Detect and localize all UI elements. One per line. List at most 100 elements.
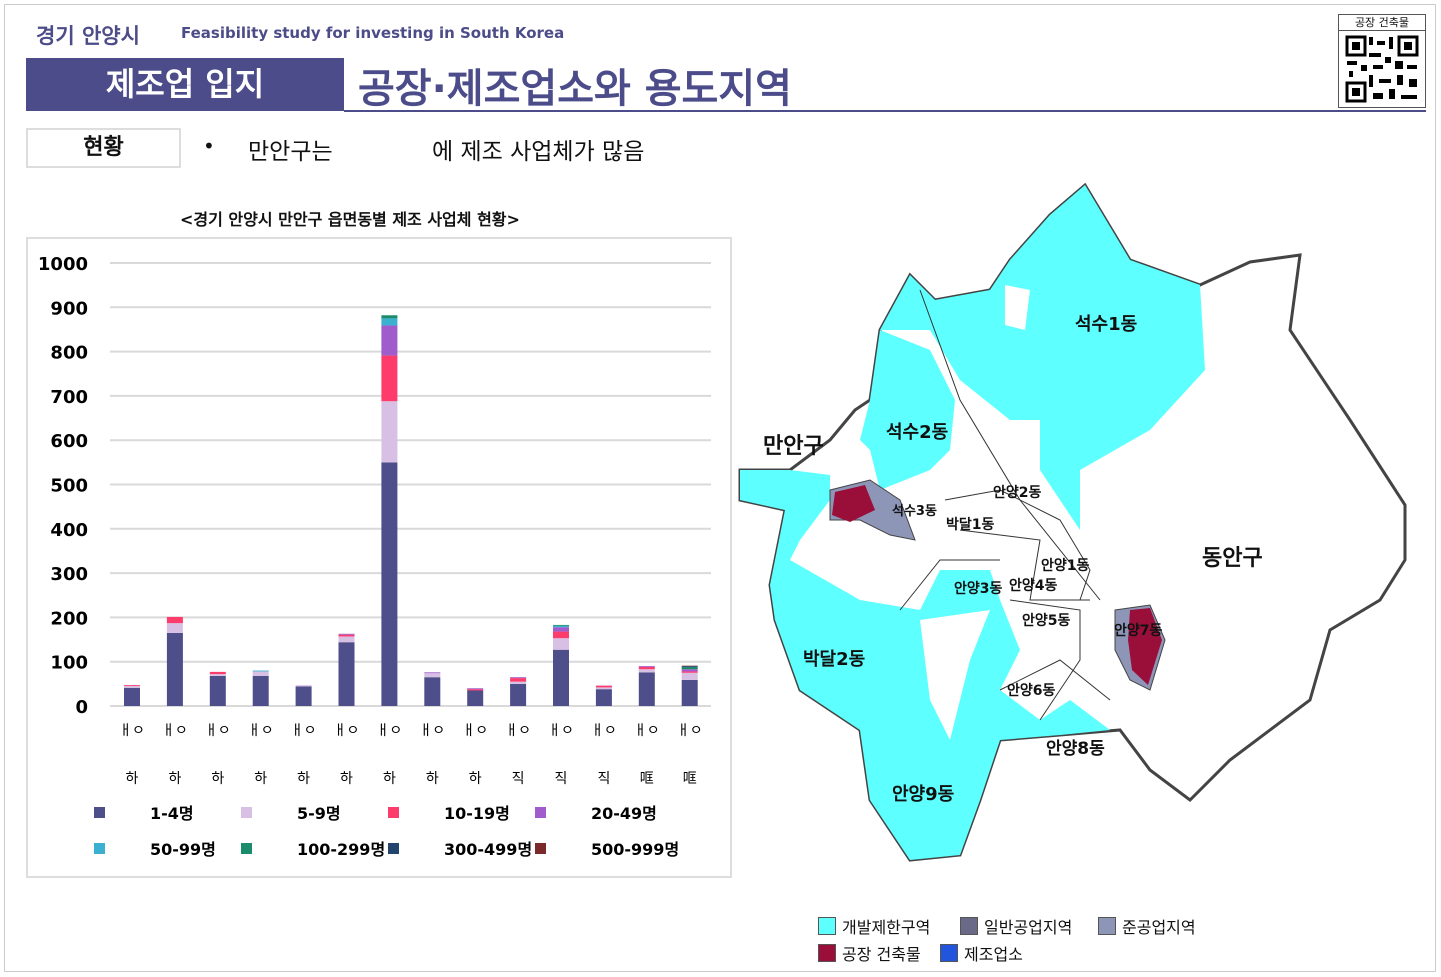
legend-swatch: [535, 807, 546, 818]
legend-label: 개발제한구역: [842, 918, 931, 937]
legend-label: 500-999명: [591, 840, 679, 859]
bar-segment-10-19명: [338, 634, 355, 637]
x-tick-label: 직: [597, 771, 610, 787]
map-label: 석수1동: [1075, 314, 1138, 335]
x-tick-label: ㅐㅇ: [634, 723, 660, 739]
bar-segment-1-4명: [467, 690, 484, 706]
map-label: 안양1동: [1041, 558, 1090, 574]
chart-title: <경기 안양시 만안구 읍면동별 제조 사업체 현황>: [180, 210, 520, 229]
bar-segment-10-19명: [638, 667, 655, 670]
bar-segment-1-4명: [595, 689, 612, 706]
map-label: 만안구: [763, 434, 824, 459]
y-tick-label: 400: [50, 520, 88, 541]
bar-segment-20-49명: [553, 627, 569, 632]
greenbelt-southwest: [740, 470, 1110, 860]
x-tick-label: ㅐㅇ: [377, 723, 403, 739]
city-name: 경기 안양시: [36, 24, 140, 48]
bar-segment-5-9명: [381, 401, 398, 463]
map-label: 안양7동: [1114, 623, 1163, 639]
x-tick-label: ㅐㅇ: [119, 723, 145, 739]
legend-label: 100-299명: [297, 840, 385, 859]
y-tick-label: 300: [50, 564, 88, 585]
bar-segment-20-49명: [510, 677, 527, 679]
y-tick-label: 0: [75, 697, 88, 718]
y-tick-label: 900: [50, 298, 88, 319]
qr-code[interactable]: 공장 건축물: [1338, 14, 1426, 108]
x-tick-label: 하: [340, 771, 353, 787]
bar-segment-5-9명: [553, 638, 569, 650]
bar-segment-50-99명: [252, 670, 269, 672]
y-tick-label: 500: [50, 476, 88, 497]
legend-swatch: [535, 843, 546, 854]
bar-segment-10-19명: [209, 671, 226, 675]
y-tick-label: 600: [50, 431, 88, 452]
subtitle: Feasibility study for investing in South…: [181, 24, 565, 42]
chart-container: 0 100 200 300 400 500 600 700 800 900 1000 ㅐㅇ 하 ㅐㅇ 하 ㅐㅇ…: [26, 237, 732, 878]
legend-label: 일반공업지역: [984, 918, 1073, 937]
legend-label: 10-19명: [444, 804, 510, 823]
legend-swatch: [818, 944, 836, 962]
map-label: 석수3동: [892, 504, 937, 519]
page-title: 공장·제조업소와 용도지역: [358, 66, 792, 112]
bar-segment-100-299명: [553, 624, 569, 626]
x-tick-label: ㅐㅇ: [162, 723, 188, 739]
bar-segment-5-9명: [424, 673, 441, 678]
map-label: 안양8동: [1046, 739, 1105, 759]
map-label: 박달1동: [946, 517, 995, 533]
bar-segment-10-19명: [381, 355, 398, 402]
title-underline: [344, 110, 1426, 112]
status-text-part1: 만안구는: [248, 139, 333, 165]
bar-segment-1-4명: [381, 462, 398, 706]
legend-label: 공장 건축물: [842, 945, 921, 964]
x-tick-label: 하: [297, 771, 310, 787]
map-label: 석수2동: [886, 422, 949, 443]
map-legend-item: 제조업소: [940, 941, 1023, 965]
map-legend-item: 개발제한구역: [818, 914, 930, 938]
status-label: 현황: [26, 128, 181, 168]
x-tick-label: 哐: [640, 771, 654, 787]
bar-segment-5-9명: [595, 687, 612, 690]
x-tick-label: 직: [512, 771, 525, 787]
legend-swatch: [388, 807, 399, 818]
bar-segment-1-4명: [510, 683, 527, 706]
map-label: 박달2동: [803, 649, 866, 670]
map-label: 안양2동: [993, 485, 1042, 501]
bar-segment-100-299명: [381, 315, 398, 319]
legend-swatch: [241, 843, 252, 854]
bar-chart: 0 100 200 300 400 500 600 700 800 900 1000 ㅐㅇ 하 ㅐㅇ 하 ㅐㅇ…: [38, 254, 711, 859]
map-label: 안양6동: [1007, 683, 1056, 699]
legend-swatch: [1098, 917, 1116, 935]
bar-segment-5-9명: [124, 686, 140, 688]
bar-segment-1-4명: [424, 677, 441, 706]
bar-segment-10-19명: [553, 631, 569, 639]
bar-segment-300-499명: [681, 666, 698, 668]
x-tick-label: 직: [555, 771, 568, 787]
legend-label: 300-499명: [444, 840, 532, 859]
bar-segment-50-99명: [553, 625, 569, 628]
qr-icon: [1345, 35, 1419, 103]
map-label: 동안구: [1202, 546, 1263, 571]
bar-segment-1-4명: [124, 687, 140, 706]
legend-swatch: [818, 917, 836, 935]
bar-segment-10-19명: [595, 685, 612, 688]
bar-segment-20-49명: [381, 325, 398, 356]
bar-segment-5-9명: [510, 681, 527, 684]
page-frame: [4, 4, 1436, 972]
bar-segment-1-4명: [252, 675, 269, 706]
x-tick-label: 哐: [683, 771, 697, 787]
bar-segment-5-9명: [252, 671, 269, 676]
bar-segment-10-19명: [510, 678, 527, 682]
x-tick-label: 하: [254, 771, 267, 787]
map-legend-item: 준공업지역: [1098, 914, 1196, 938]
bar-segment-10-19명: [467, 689, 484, 691]
factory-cluster: [1128, 608, 1162, 685]
x-tick-label: 하: [126, 771, 139, 787]
bar-segment-10-19명: [166, 616, 183, 624]
bar-segment-1-4명: [553, 649, 569, 706]
y-tick-label: 800: [50, 343, 88, 364]
bar-segment-5-9명: [638, 669, 655, 673]
legend-swatch: [94, 843, 105, 854]
bar-segment-1-4명: [295, 686, 312, 706]
legend-label: 20-49명: [591, 804, 657, 823]
bar-segment-5-9명: [295, 685, 312, 687]
